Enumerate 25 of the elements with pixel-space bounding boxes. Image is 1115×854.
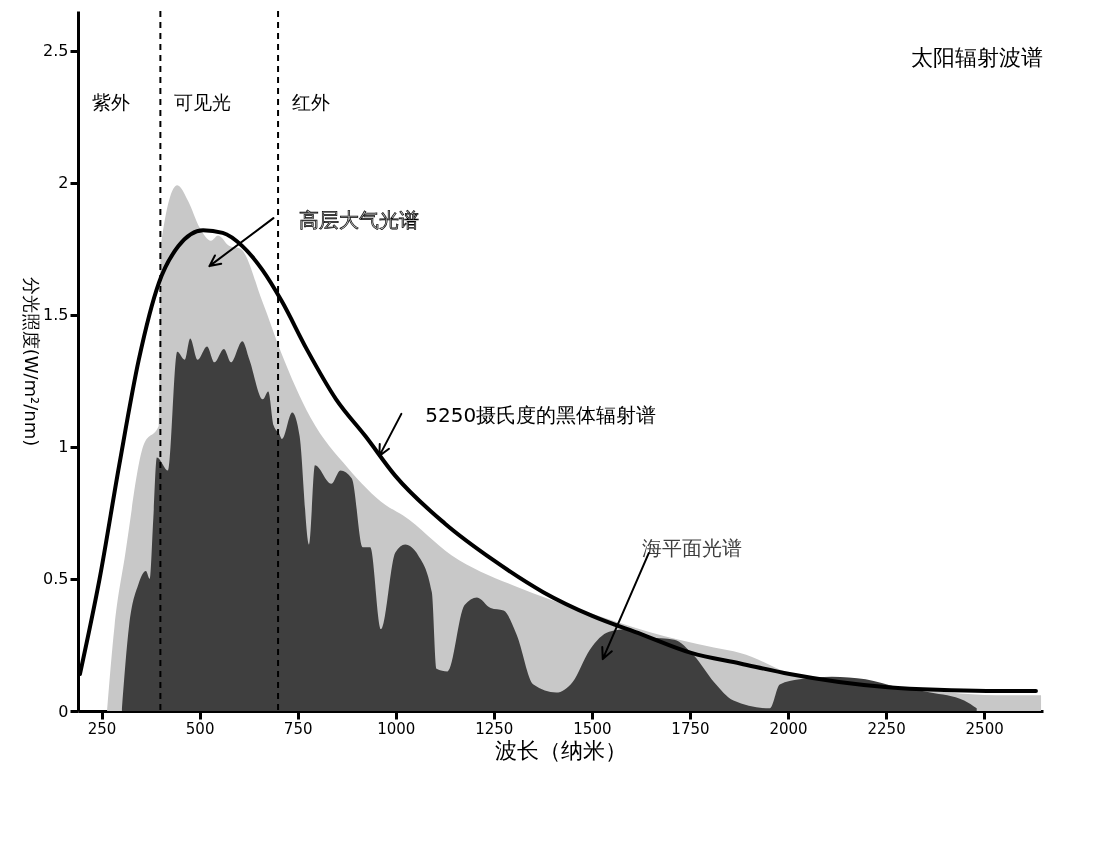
y-tick-label: 0.5: [43, 569, 69, 589]
x-axis-title: 波长（纳米）: [495, 737, 627, 763]
x-tick-label: 2500: [965, 719, 1004, 738]
y-tick-label: 1.5: [43, 305, 69, 325]
y-tick-label: 2.5: [43, 41, 69, 61]
x-tick-label: 250: [87, 719, 117, 738]
x-tick-label: 750: [283, 719, 313, 738]
annotation: 可见光: [174, 91, 232, 113]
x-tick-label: 1250: [475, 719, 514, 738]
x-tick-label: 1000: [377, 719, 416, 738]
x-tick-label: 500: [185, 719, 215, 738]
y-tick-label: 1: [58, 437, 69, 457]
text: 海平面光谱: [641, 536, 742, 561]
y-tick-label: 2: [58, 173, 69, 193]
annotation: 红外: [292, 91, 331, 113]
annotation: 紫外: [92, 91, 130, 113]
y-axis-title: 分光照度(W/m²/nm): [21, 276, 43, 447]
y-tick-label: 0: [58, 701, 69, 721]
text: 5250摄氏度的黑体辐射谱: [425, 402, 657, 427]
text: 太阳辐射波谱: [911, 45, 1043, 70]
x-tick-label: 2000: [769, 719, 808, 738]
x-tick-label: 1750: [671, 719, 710, 738]
x-tick-label: 1500: [573, 719, 612, 738]
x-tick-label: 2250: [867, 719, 906, 738]
text: 高层大气光谱: [299, 208, 420, 233]
